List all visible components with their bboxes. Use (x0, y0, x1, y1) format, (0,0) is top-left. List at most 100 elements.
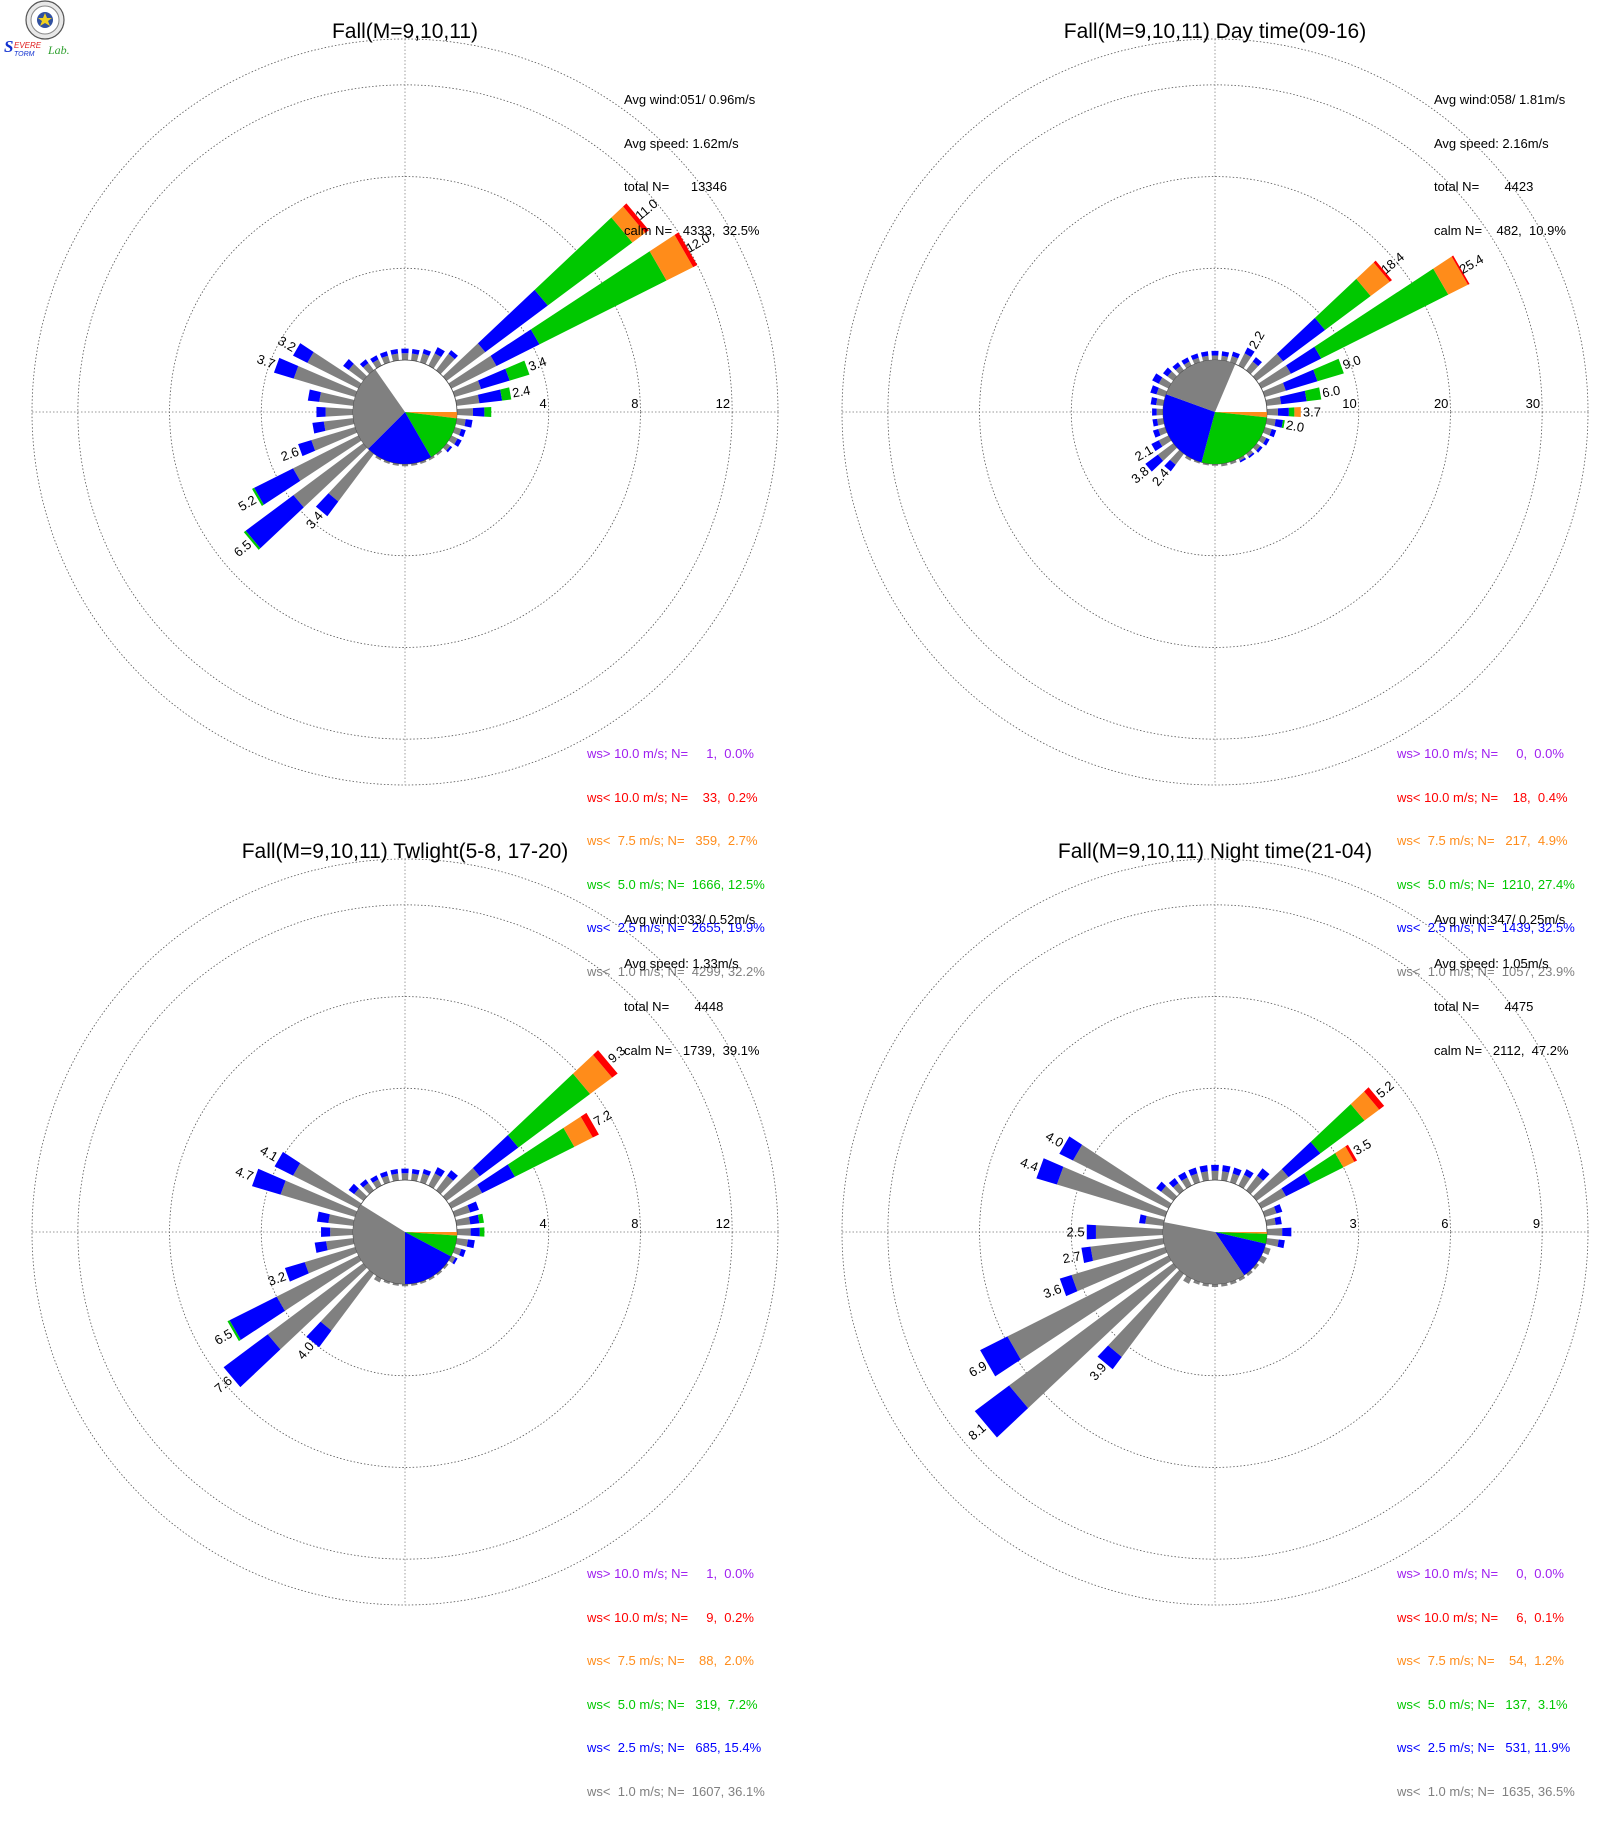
spoke-segment (419, 1173, 430, 1185)
spoke-segment (1373, 260, 1392, 282)
ring-label: 3 (1349, 1216, 1356, 1231)
legend-entry: ws< 10.0 m/s; N= 6, 0.1% (1397, 1609, 1564, 1625)
spoke-segment (1178, 1171, 1188, 1181)
legend-entry: ws< 7.5 m/s; N= 88, 2.0% (587, 1653, 754, 1668)
spoke-segment (1200, 351, 1209, 357)
avg-speed-text: Avg speed: 1.62m/s (624, 135, 739, 151)
spoke-segment (1282, 1227, 1292, 1237)
spoke-segment (1265, 418, 1276, 427)
spoke-segment (276, 1255, 362, 1311)
spoke-label: 2.4 (511, 383, 531, 401)
spoke-segment (1252, 1169, 1289, 1201)
spoke-segment (1252, 353, 1284, 381)
spoke-segment (1158, 377, 1172, 389)
spoke-label: 3.7 (1303, 405, 1321, 420)
spoke-segment (468, 1214, 480, 1225)
spoke-segment (419, 353, 430, 365)
range-ring (169, 176, 641, 648)
spoke-segment (1238, 1174, 1251, 1189)
spoke-label: 2.5 (1067, 1225, 1085, 1240)
spoke-segment (1158, 426, 1168, 436)
spoke-segment (1433, 256, 1468, 295)
spoke-segment (1173, 1182, 1184, 1195)
spoke-segment (448, 350, 458, 360)
spoke-segment (1190, 1173, 1201, 1185)
chart-title: Fall(M=9,10,11) Twlight(5-8, 17-20) (241, 840, 569, 863)
spoke-segment (1095, 1225, 1164, 1239)
speed-legend: ws> 10.0 m/s; N= 1, 0.0% ws< 10.0 m/s; N… (587, 718, 765, 1008)
calm-n-text: calm N= 2112, 47.2% (1434, 1042, 1569, 1058)
legend-entry: ws< 10.0 m/s; N= 33, 0.2% (587, 789, 758, 805)
ring-label: 12 (716, 396, 730, 411)
spoke-segment (1238, 1275, 1246, 1282)
total-n-text: total N= 4423 (1434, 179, 1534, 194)
ring-label: 9 (1533, 1216, 1540, 1231)
spoke-label: 4.4 (1018, 1154, 1040, 1174)
spoke-segment (1282, 369, 1318, 391)
spoke-segment (1190, 353, 1199, 361)
spoke-segment (1188, 1167, 1198, 1176)
spoke-segment (391, 353, 399, 362)
spoke-segment (1211, 1164, 1219, 1171)
svg-text:EVERE: EVERE (14, 41, 42, 50)
spoke-segment (381, 1175, 391, 1185)
spoke-segment (1172, 362, 1181, 371)
spoke-segment (363, 1182, 374, 1195)
legend-entry: ws< 2.5 m/s; N= 531, 11.9% (1397, 1740, 1571, 1755)
spoke-segment (452, 380, 482, 398)
spoke-segment (1156, 408, 1164, 416)
spoke-segment (1263, 437, 1270, 446)
spoke-segment (1277, 407, 1289, 417)
spoke-segment (454, 438, 462, 447)
spoke-segment (267, 1263, 368, 1350)
spoke-segment (980, 1336, 1021, 1377)
stats-box: Avg wind:033/ 0.52m/s Avg speed: 1.33m/s… (624, 884, 760, 1087)
range-ring (260, 267, 550, 557)
spoke-segment (1157, 443, 1178, 461)
spoke-label: 2.2 (1246, 328, 1268, 351)
spoke-segment (1072, 1144, 1172, 1209)
ring-label: 4 (539, 396, 546, 411)
windrose-figure: 4 8 12 11.0 12.0 3.4 2.4 3.4 6.5 5.2 2.6 3.7 3.2 Fal… (4, 0, 1589, 1798)
spoke-segment (1211, 1170, 1219, 1181)
spoke-segment (478, 368, 510, 390)
spoke-segment (319, 392, 355, 406)
spoke-segment (452, 1257, 458, 1265)
legend-entry: ws< 5.0 m/s; N= 319, 7.2% (587, 1696, 758, 1712)
spoke-segment (311, 426, 358, 451)
legend-entry: ws< 1.0 m/s; N= 1057, 23.9% (1397, 963, 1575, 979)
total-n-text: total N= 4448 (624, 999, 724, 1014)
spoke-segment (1262, 1246, 1271, 1255)
spoke-segment (1262, 426, 1272, 436)
legend-entry: ws< 7.5 m/s; N= 359, 2.7% (587, 833, 758, 848)
spoke-segment (477, 1164, 515, 1194)
spoke-segment (1200, 1171, 1209, 1182)
spoke-segment (507, 1127, 575, 1177)
legend-entry: ws< 5.0 m/s; N= 137, 3.1% (1397, 1696, 1568, 1712)
spoke-segment (1356, 262, 1390, 296)
spoke-segment (1266, 408, 1278, 416)
spoke-segment (411, 348, 420, 355)
calm-slice (1166, 360, 1236, 412)
spoke-segment (323, 418, 355, 431)
spoke-segment (1145, 454, 1164, 472)
range-ring (979, 996, 1451, 1468)
ring-label: 20 (1434, 396, 1448, 411)
spoke-label: 2.6 (279, 444, 301, 464)
spoke-segment (1248, 452, 1255, 459)
avg-wind-text: Avg wind:051/ 0.96m/s (624, 92, 756, 107)
spoke-segment (320, 1269, 374, 1331)
total-n-text: total N= 13346 (624, 179, 727, 194)
calm-slice (1215, 1232, 1267, 1234)
spoke-segment (580, 1112, 599, 1138)
spoke-segment (1201, 355, 1209, 362)
spoke-segment (1239, 457, 1247, 463)
spoke-segment (1252, 443, 1261, 451)
spoke-segment (448, 435, 458, 445)
spoke-segment (1281, 1173, 1311, 1197)
spoke-segment (316, 1211, 330, 1223)
spoke-segment (1221, 1171, 1230, 1182)
spoke-segment (1273, 1204, 1283, 1214)
svg-text:TORM: TORM (14, 51, 35, 58)
spoke-segment (354, 1188, 368, 1201)
